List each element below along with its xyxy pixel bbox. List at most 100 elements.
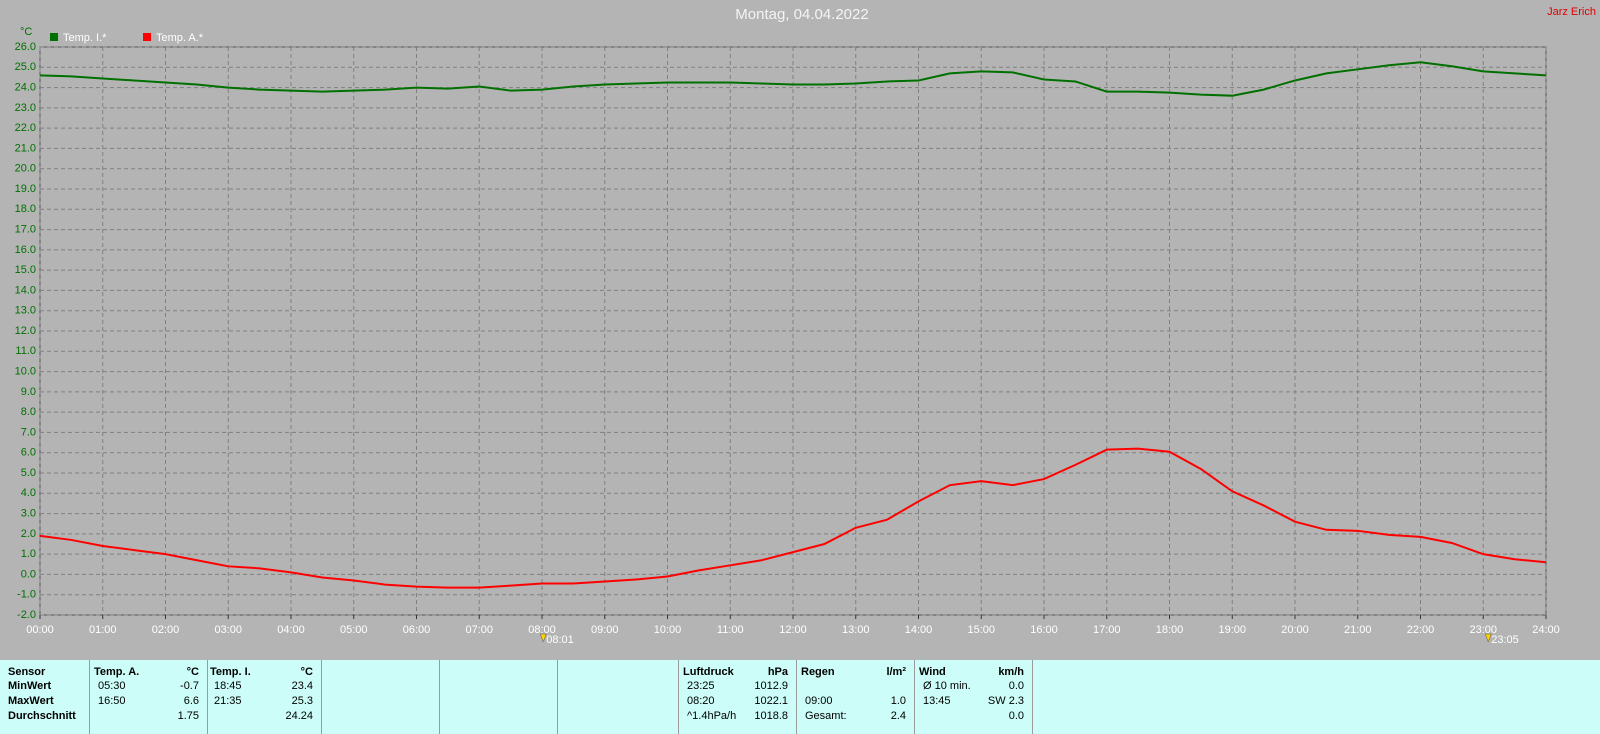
- column-header: Temp. I.: [210, 666, 251, 678]
- cell-value: 1012.9: [754, 680, 788, 692]
- x-tick-label: 14:00: [905, 624, 933, 636]
- marker-label: 23:05: [1491, 634, 1519, 646]
- x-tick-label: 09:00: [591, 624, 619, 636]
- cell-value: 23.4: [291, 680, 313, 692]
- x-tick-label: 22:00: [1407, 624, 1435, 636]
- x-tick-label: 04:00: [277, 624, 305, 636]
- legend-label: Temp. A.*: [156, 32, 204, 44]
- cell-value: 0.0: [1008, 710, 1024, 722]
- cell-value: 2.4: [890, 710, 906, 722]
- y-tick-label: 11.0: [15, 345, 36, 357]
- stats-column: Temp. A. °C 05:30 -0.7 16:50 6.6 1.75: [90, 660, 208, 734]
- y-tick-label: 20.0: [15, 163, 36, 175]
- y-tick-label: 6.0: [21, 447, 36, 459]
- x-tick-label: 05:00: [340, 624, 368, 636]
- y-tick-label: 14.0: [15, 284, 36, 296]
- x-tick-label: 20:00: [1281, 624, 1309, 636]
- column-unit: °C: [186, 666, 199, 678]
- series-line: [39, 61, 1547, 97]
- y-tick-label: 15.0: [15, 264, 36, 276]
- y-tick-label: 19.0: [15, 183, 36, 195]
- x-tick-label: 08:00: [528, 624, 556, 636]
- x-tick-label: 11:00: [717, 624, 744, 636]
- cell-time: Ø 10 min.: [923, 680, 971, 692]
- y-tick-label: 4.0: [21, 487, 36, 499]
- cell-time: Gesamt:: [805, 710, 847, 722]
- legend-swatch: [143, 33, 151, 41]
- y-tick-label: 22.0: [15, 122, 36, 134]
- y-tick-label: 9.0: [21, 386, 36, 398]
- cell-value: 1.0: [890, 695, 906, 707]
- legend-swatch: [50, 33, 58, 41]
- y-tick-label: 8.0: [21, 406, 36, 418]
- y-tick-label: 18.0: [15, 203, 36, 215]
- cell-value: SW 2.3: [987, 695, 1024, 707]
- x-tick-label: 17:00: [1093, 624, 1121, 636]
- y-tick-label: 26.0: [15, 41, 36, 53]
- x-tick-label: 21:00: [1344, 624, 1372, 636]
- marker: [1484, 633, 1492, 643]
- x-tick-label: 10:00: [654, 624, 682, 636]
- column-unit: l/m²: [886, 666, 906, 678]
- column-unit: °C: [300, 666, 313, 678]
- column-header: Wind: [919, 666, 946, 678]
- marker: [539, 633, 547, 643]
- empty-column: [440, 660, 558, 734]
- stats-column: Wind km/h Ø 10 min. 0.0 13:45 SW 2.3 0.0: [915, 660, 1033, 734]
- cell-value: 24.24: [285, 710, 313, 722]
- author: Jarz Erich: [1547, 6, 1596, 18]
- stats-column: Regen l/m² 09:00 1.0 Gesamt: 2.4: [797, 660, 915, 734]
- x-tick-label: 23:00: [1469, 624, 1497, 636]
- x-tick-label: 18:00: [1156, 624, 1184, 636]
- x-tick-label: 01:00: [89, 624, 117, 636]
- x-tick-label: 13:00: [842, 624, 870, 636]
- y-tick-label: 12.0: [15, 325, 36, 337]
- column-header: Temp. A.: [94, 666, 140, 678]
- y-tick-label: 0.0: [21, 568, 36, 580]
- column-unit: hPa: [767, 666, 788, 678]
- y-tick-label: 3.0: [21, 507, 36, 519]
- empty-column: [559, 660, 679, 734]
- empty-column: [322, 660, 440, 734]
- x-tick-label: 24:00: [1532, 624, 1560, 636]
- row-label: Durchschnitt: [8, 710, 76, 722]
- row-label-column: Sensor MinWert MaxWert Durchschnitt: [0, 660, 90, 734]
- stats-column: Luftdruck hPa 23:25 1012.9 08:20 1022.1 ^1.4hP…: [679, 660, 797, 734]
- cell-value: 6.6: [183, 695, 199, 707]
- cell-time: 13:45: [923, 695, 951, 707]
- stats-table: Sensor MinWert MaxWert Durchschnitt Temp. A.…: [0, 660, 1600, 734]
- x-tick-label: 07:00: [465, 624, 493, 636]
- row-label: MinWert: [8, 680, 52, 692]
- cell-time: 08:20: [687, 695, 715, 707]
- legend-label: Temp. I.*: [63, 32, 107, 44]
- cell-value: 0.0: [1008, 680, 1024, 692]
- x-tick-label: 02:00: [152, 624, 180, 636]
- x-tick-label: 15:00: [967, 624, 995, 636]
- row-label: MaxWert: [8, 695, 54, 707]
- y-tick-label: 10.0: [15, 365, 36, 377]
- cell-time: 21:35: [214, 695, 242, 707]
- chart-title: Montag, 04.04.2022: [735, 6, 868, 23]
- cell-value: 1.75: [177, 710, 199, 722]
- column-header: Regen: [801, 666, 835, 678]
- cell-time: 05:30: [98, 680, 126, 692]
- cell-time: 09:00: [805, 695, 833, 707]
- y-tick-label: 21.0: [15, 142, 36, 154]
- x-tick-label: 00:00: [26, 624, 54, 636]
- cell-time: ^1.4hPa/h: [687, 710, 737, 722]
- x-tick-label: 06:00: [403, 624, 431, 636]
- x-tick-label: 16:00: [1030, 624, 1058, 636]
- column-unit: km/h: [998, 666, 1024, 678]
- cell-value: 25.3: [291, 695, 313, 707]
- y-tick-label: 7.0: [21, 426, 36, 438]
- y-tick-label: 1.0: [21, 548, 36, 560]
- cell-value: -0.7: [180, 680, 199, 692]
- row-label: Sensor: [8, 666, 46, 678]
- cell-value: 1018.8: [754, 710, 788, 722]
- x-tick-label: 03:00: [214, 624, 242, 636]
- x-tick-label: 19:00: [1218, 624, 1246, 636]
- y-tick-label: 13.0: [15, 305, 36, 317]
- y-tick-label: 5.0: [21, 467, 36, 479]
- y-tick-label: -2.0: [17, 609, 36, 621]
